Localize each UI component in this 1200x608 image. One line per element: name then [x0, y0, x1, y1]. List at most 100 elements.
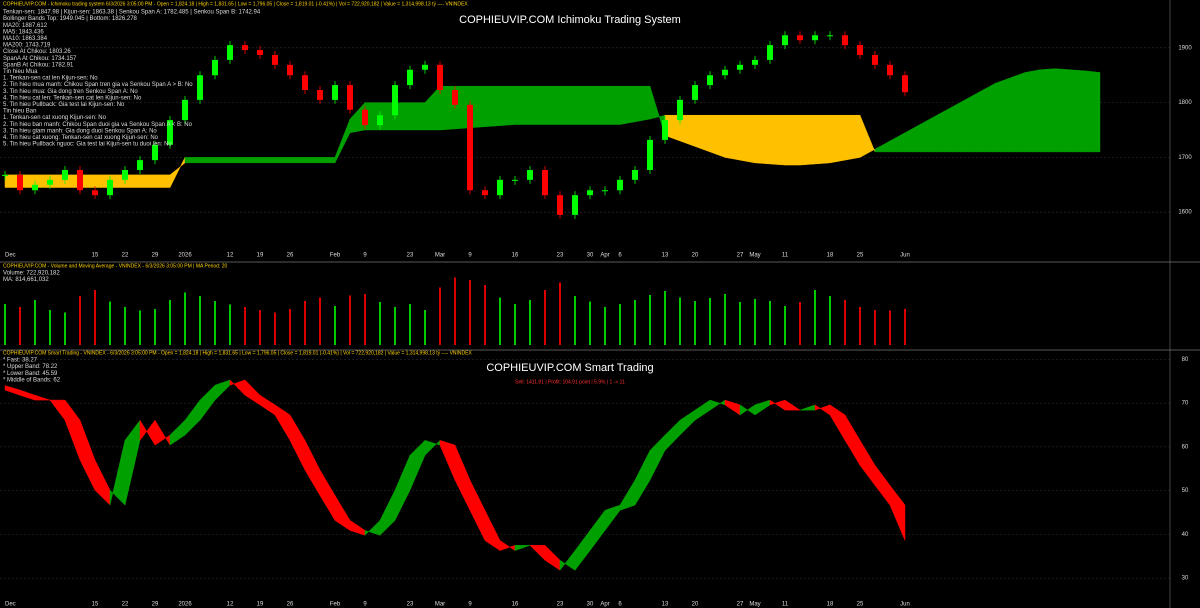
ribbon-segment: [409, 439, 426, 491]
volume-bar: [814, 290, 816, 345]
volume-bar: [829, 296, 831, 345]
cloud-segment: [799, 114, 816, 166]
candle: [527, 169, 533, 180]
volume-bar: [514, 304, 516, 345]
ribbon-segment: [94, 459, 111, 506]
cloud-segment: [1084, 70, 1101, 153]
x-tick-label: 27: [737, 253, 744, 259]
pane-header: COPHIEUVIP.COM Smart Trading - VNINDEX -…: [3, 349, 472, 356]
legend-line: * Upper Band: 78.22: [3, 364, 58, 370]
legend-line: Tenkan-sen: 1847.98 | Kijun-sen: 1863.38…: [3, 10, 261, 16]
ribbon-segment: [739, 404, 756, 416]
candle: [542, 169, 548, 196]
y-tick-label: 30: [1182, 576, 1189, 582]
candle: [632, 169, 638, 180]
volume-bar: [34, 300, 36, 345]
ribbon-segment: [814, 404, 831, 416]
candle: [242, 45, 248, 51]
ribbon-segment: [109, 440, 126, 506]
candle: [392, 85, 398, 116]
x-tick-label: 13: [662, 602, 669, 608]
cloud-segment: [334, 118, 351, 163]
chart-title: COPHIEUVIP.COM Ichimoku Trading System: [459, 14, 681, 26]
candle: [332, 85, 338, 100]
x-tick-label: 30: [587, 253, 594, 259]
volume-bar: [709, 298, 711, 345]
candle: [887, 64, 893, 76]
x-tick-label: 9: [468, 253, 472, 259]
candle: [602, 190, 608, 192]
x-tick-label: 25: [857, 253, 864, 259]
cloud-segment: [979, 83, 996, 153]
volume-bar: [799, 302, 801, 345]
x-tick-label: 15: [92, 253, 99, 259]
x-tick-label: May: [749, 253, 760, 259]
volume-bar: [124, 307, 126, 345]
chart-title: COPHIEUVIP.COM Smart Trading: [486, 362, 653, 374]
cloud-segment: [574, 85, 591, 125]
x-tick-label: Feb: [330, 253, 341, 259]
cloud-segment: [874, 140, 891, 153]
candle: [77, 169, 83, 191]
legend-line: * Middle of Bands: 62: [3, 377, 61, 383]
cloud-segment: [919, 115, 936, 153]
volume-bar: [649, 295, 651, 345]
ribbon-segment: [379, 490, 396, 536]
volume-bar: [769, 301, 771, 345]
candle: [62, 169, 68, 180]
cloud-segment: [274, 157, 291, 164]
ribbon-segment: [874, 464, 891, 506]
cloud-segment: [184, 157, 201, 164]
candle: [317, 90, 323, 100]
volume-bar: [739, 302, 741, 345]
volume-bar: [409, 304, 411, 345]
cloud-segment: [589, 85, 606, 125]
volume-bar: [574, 296, 576, 345]
ribbon-segment: [574, 529, 591, 571]
volume-bar: [379, 302, 381, 345]
volume-bar: [529, 300, 531, 345]
ribbon-segment: [49, 399, 66, 421]
candle: [152, 144, 158, 161]
ribbon-segment: [469, 480, 486, 541]
volume-bar: [274, 312, 276, 345]
volume-bar: [664, 291, 666, 345]
y-tick-label: 60: [1182, 444, 1189, 450]
x-tick-label: 2026: [178, 253, 192, 259]
legend-line: SpanA At Chikou: 1734.157: [3, 56, 77, 62]
volume-bar: [319, 297, 321, 345]
y-tick-label: 40: [1182, 532, 1189, 538]
candle: [137, 160, 143, 170]
legend-line: Tin hieu Mua: [3, 69, 38, 75]
candle: [812, 35, 818, 41]
cloud-segment: [784, 114, 801, 166]
cloud-segment: [754, 114, 771, 165]
candle: [677, 99, 683, 121]
x-tick-label: 19: [257, 253, 264, 259]
legend-line: MA: 814,661,032: [3, 277, 49, 283]
volume-bar: [394, 307, 396, 345]
legend-line: MA200: 1743.719: [3, 43, 51, 49]
x-tick-label: 19: [257, 602, 264, 608]
cloud-segment: [634, 85, 651, 123]
ribbon-segment: [124, 419, 141, 506]
candle: [797, 35, 803, 41]
cloud-segment: [844, 114, 861, 161]
cloud-segment: [619, 85, 636, 125]
candle: [617, 179, 623, 191]
x-tick-label: Dec: [5, 253, 16, 259]
candle: [482, 190, 488, 196]
x-tick-label: Mar: [435, 253, 445, 259]
ribbon-segment: [559, 549, 576, 571]
volume-bar: [4, 304, 6, 345]
volume-bar: [229, 304, 231, 345]
ribbon-segment: [169, 419, 186, 446]
cloud-segment: [859, 115, 876, 158]
candle: [722, 69, 728, 76]
pane-header: COPHIEUVIP.COM - Ichimoku trading system…: [3, 0, 468, 7]
y-tick-label: 50: [1182, 488, 1189, 494]
cloud-segment: [724, 114, 741, 161]
ribbon-segment: [709, 399, 726, 411]
x-tick-label: 29: [152, 253, 159, 259]
ribbon-segment: [514, 545, 531, 551]
